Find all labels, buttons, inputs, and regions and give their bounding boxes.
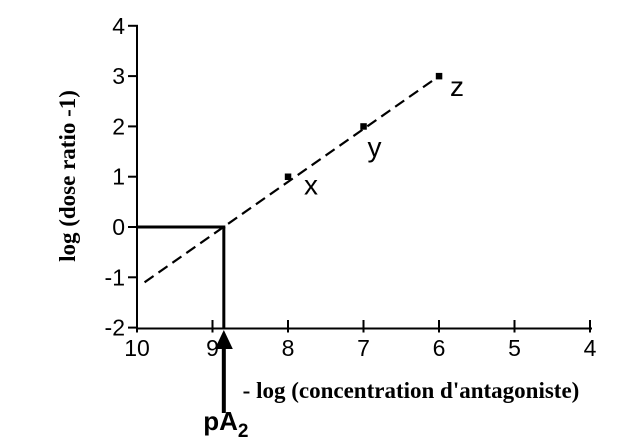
data-point-label-z: z [450, 71, 464, 102]
data-point-label-y: y [368, 131, 382, 162]
pa2-arrow-shaft [221, 348, 226, 413]
x-tick-label: 4 [584, 335, 597, 361]
y-tick-label: 0 [112, 214, 125, 240]
x-tick-label: 10 [124, 335, 150, 361]
pa2-arrow-icon [214, 330, 233, 413]
y-tick-label: -2 [105, 315, 125, 341]
pa2-text: pA [203, 406, 238, 436]
data-point-label-x: x [304, 170, 318, 201]
fit-line [143, 75, 440, 284]
pa2-subscript: 2 [238, 421, 249, 442]
y-tick-label: 3 [112, 63, 125, 89]
x-tick-label: 7 [357, 335, 370, 361]
pa2-text-label: pA2 [203, 406, 248, 442]
data-point-marker-x [284, 173, 292, 180]
y-axis-title: log (dose ratio -1) [55, 90, 80, 262]
x-tick-label: 9 [206, 335, 219, 361]
y-tick-label: -1 [105, 264, 125, 290]
x-tick-label: 5 [508, 335, 521, 361]
pa2-arrow-head [214, 330, 233, 349]
x-tick-label: 6 [433, 335, 446, 361]
data-point-marker-y [360, 123, 367, 130]
x-axis-title: - log (concentration d'antagoniste) [243, 378, 580, 403]
data-point-marker-z [435, 72, 443, 80]
y-tick-label: 4 [112, 13, 125, 39]
y-tick-label: 2 [112, 113, 125, 139]
x-tick-label: 8 [282, 335, 295, 361]
y-tick-label: 1 [112, 164, 125, 190]
